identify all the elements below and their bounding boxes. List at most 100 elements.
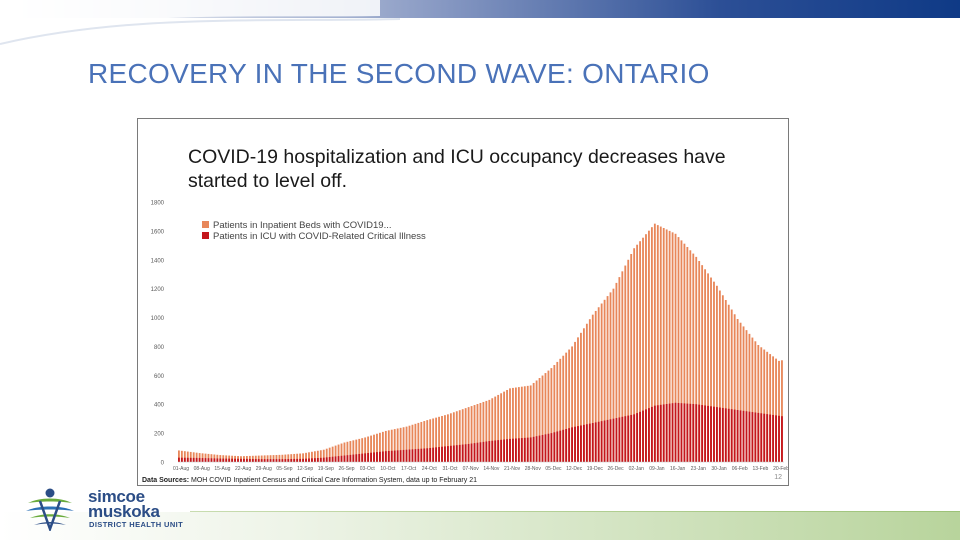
icu-bar — [630, 414, 633, 462]
icu-bar — [674, 402, 677, 462]
inpatient-bar — [677, 237, 680, 462]
inpatient-bar — [645, 234, 647, 462]
icu-bar — [553, 432, 556, 462]
inpatient-bar — [411, 424, 414, 462]
icu-bar — [754, 412, 757, 462]
icu-bar — [612, 418, 615, 462]
inpatient-bar — [727, 304, 730, 462]
icu-bar — [695, 404, 698, 462]
icu-bar — [473, 443, 476, 462]
icu-bar — [636, 413, 639, 462]
inpatient-bar — [612, 288, 615, 462]
inpatient-bar — [438, 416, 440, 462]
icu-bar — [603, 420, 606, 462]
inpatient-bar — [467, 407, 470, 462]
icu-bar — [707, 405, 709, 462]
icu-bar — [417, 448, 420, 462]
inpatient-bar — [444, 415, 446, 462]
x-tick-label: 12-Dec — [566, 466, 583, 472]
legend-label: Patients in ICU with COVID-Related Criti… — [213, 231, 426, 242]
inpatient-bar — [449, 413, 452, 462]
chart-frame: 0 200 400 600 800 1000 1200 1400 1600 1800 01-Aug 0… — [137, 118, 789, 486]
inpatient-bar — [426, 420, 429, 462]
icu-bar — [393, 450, 396, 462]
icu-bar — [494, 440, 497, 462]
icu-bar — [656, 405, 659, 462]
icu-bar — [216, 458, 219, 462]
icu-bar — [358, 453, 361, 462]
inpatient-bar — [633, 248, 636, 462]
inpatient-bar — [376, 433, 378, 462]
inpatient-bar — [491, 398, 494, 462]
inpatient-bar — [447, 414, 449, 462]
inpatient-bar — [180, 450, 183, 462]
inpatient-bar — [183, 451, 186, 462]
icu-bar — [503, 439, 506, 462]
inpatient-bar — [361, 438, 364, 462]
icu-bar — [237, 458, 239, 462]
icu-bar — [769, 414, 772, 462]
inpatient-bar — [201, 453, 204, 462]
inpatient-bar — [512, 387, 514, 462]
inpatient-bar — [192, 452, 195, 462]
footer-band — [0, 512, 960, 540]
icu-bar — [600, 421, 603, 462]
icu-bar — [571, 427, 573, 462]
inpatient-bar — [216, 454, 219, 462]
inpatient-bar — [674, 233, 677, 462]
inpatient-bar — [544, 373, 547, 462]
inpatient-bar — [609, 292, 612, 462]
inpatient-bar — [485, 400, 488, 462]
inpatient-bar — [523, 386, 526, 462]
icu-bar — [506, 439, 508, 462]
inpatient-bar — [701, 265, 704, 462]
icu-bar — [577, 426, 579, 462]
icu-bar — [355, 454, 358, 462]
icu-bar — [296, 458, 299, 462]
inpatient-bar — [257, 455, 260, 462]
icu-bar — [760, 413, 763, 462]
inpatient-bar — [302, 453, 304, 462]
icu-bar — [559, 430, 562, 462]
inpatient-bar — [582, 328, 585, 462]
inpatient-bar — [532, 382, 535, 462]
icu-bar — [343, 455, 346, 462]
icu-bar — [582, 424, 585, 462]
x-tick-label: 22-Aug — [235, 466, 251, 472]
icu-bar — [379, 451, 381, 462]
icu-bar — [618, 417, 621, 462]
x-tick-label: 28-Nov — [525, 466, 542, 472]
inpatient-bar — [311, 451, 313, 462]
icu-bar — [689, 403, 692, 462]
hospitalization-chart: 0 200 400 600 800 1000 1200 1400 1600 1800 01-Aug 0… — [151, 201, 788, 473]
inpatient-bar — [213, 454, 216, 462]
icu-bar — [207, 458, 210, 462]
icu-bar — [624, 416, 627, 462]
inpatient-bar — [659, 226, 662, 462]
inpatient-bar — [565, 352, 568, 462]
inpatient-bar — [379, 432, 381, 462]
inpatient-bar — [594, 310, 597, 462]
top-header-band — [0, 0, 960, 18]
icu-bar — [733, 409, 736, 462]
inpatient-bar — [461, 409, 464, 462]
inpatient-bar — [639, 241, 641, 462]
icu-bar — [701, 405, 704, 462]
icu-bar — [585, 424, 588, 462]
inpatient-bar — [772, 356, 775, 462]
icu-bar — [402, 449, 405, 462]
inpatient-bar — [458, 410, 461, 462]
icu-bar — [541, 434, 544, 462]
icu-bar — [556, 431, 559, 462]
icu-bar — [562, 429, 565, 462]
inpatient-bar — [364, 437, 367, 462]
inpatient-bar — [308, 452, 310, 462]
inpatient-bar — [600, 303, 603, 462]
inpatient-bar — [263, 455, 266, 462]
icu-bar — [461, 444, 464, 462]
inpatient-bar — [650, 227, 653, 462]
icu-bar — [739, 410, 742, 462]
inpatient-bar — [305, 452, 307, 462]
icu-bar — [523, 437, 526, 462]
inpatient-bar — [653, 223, 656, 462]
